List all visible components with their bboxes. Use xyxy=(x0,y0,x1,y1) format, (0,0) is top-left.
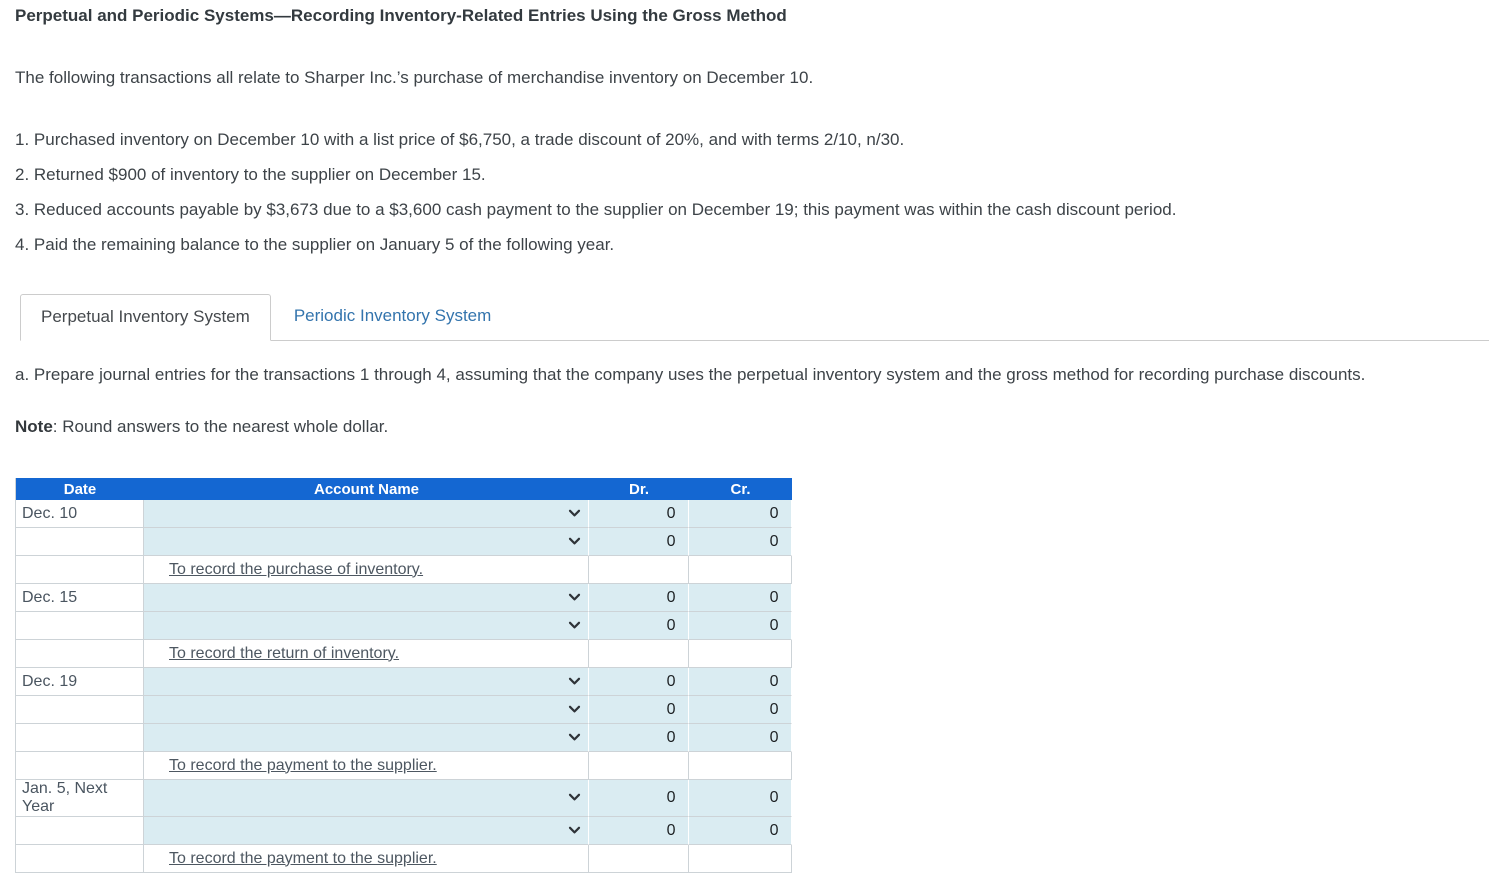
cr-memo-empty-cell xyxy=(689,845,792,873)
date-cell xyxy=(16,817,144,845)
cr-amount-input[interactable]: 0 xyxy=(689,668,792,696)
account-name-select[interactable] xyxy=(144,780,589,817)
col-header-account-name: Account Name xyxy=(144,478,589,500)
cr-amount-input[interactable]: 0 xyxy=(689,500,792,528)
account-name-select[interactable] xyxy=(144,612,589,640)
memo-link[interactable]: To record the payment to the supplier. xyxy=(169,849,437,867)
journal-table-body: Dec. 10 0 0 0 0 To record the purchase o… xyxy=(16,500,792,873)
date-cell: Dec. 15 xyxy=(16,584,144,612)
journal-table: Date Account Name Dr. Cr. Dec. 10 0 0 0 … xyxy=(15,478,792,873)
memo-cell: To record the return of inventory. xyxy=(144,640,589,668)
instruction-text: a. Prepare journal entries for the trans… xyxy=(15,365,1366,384)
chevron-down-icon xyxy=(568,621,581,630)
tab-perpetual-inventory-system[interactable]: Perpetual Inventory System xyxy=(20,294,271,341)
intro-text: The following transactions all relate to… xyxy=(15,68,814,87)
chevron-down-icon xyxy=(568,826,581,835)
dr-amount-input[interactable]: 0 xyxy=(589,500,689,528)
journal-entry-row: Dec. 19 0 0 xyxy=(16,668,792,696)
date-cell xyxy=(16,696,144,724)
account-name-select[interactable] xyxy=(144,724,589,752)
chevron-down-icon xyxy=(568,593,581,602)
journal-memo-row: To record the payment to the supplier. xyxy=(16,752,792,780)
tab-periodic-inventory-system[interactable]: Periodic Inventory System xyxy=(293,306,492,325)
date-cell xyxy=(16,752,144,780)
col-header-dr: Dr. xyxy=(589,478,689,500)
journal-entry-row: 0 0 xyxy=(16,696,792,724)
account-name-select[interactable] xyxy=(144,668,589,696)
cr-amount-input[interactable]: 0 xyxy=(689,696,792,724)
dr-memo-empty-cell xyxy=(589,845,689,873)
chevron-down-icon xyxy=(568,793,581,802)
memo-cell: To record the purchase of inventory. xyxy=(144,556,589,584)
journal-entry-row: Jan. 5, Next Year 0 0 xyxy=(16,780,792,817)
note-text: Note: Round answers to the nearest whole… xyxy=(15,417,389,436)
dr-memo-empty-cell xyxy=(589,556,689,584)
cr-amount-input[interactable]: 0 xyxy=(689,612,792,640)
journal-entry-row: 0 0 xyxy=(16,612,792,640)
dr-amount-input[interactable]: 0 xyxy=(589,780,689,817)
transaction-item-4: 4. Paid the remaining balance to the sup… xyxy=(15,235,615,254)
cr-memo-empty-cell xyxy=(689,556,792,584)
account-name-select[interactable] xyxy=(144,500,589,528)
chevron-down-icon xyxy=(568,509,581,518)
chevron-down-icon xyxy=(568,733,581,742)
date-cell: Dec. 19 xyxy=(16,668,144,696)
cr-amount-input[interactable]: 0 xyxy=(689,724,792,752)
dr-amount-input[interactable]: 0 xyxy=(589,584,689,612)
journal-table-header-row: Date Account Name Dr. Cr. xyxy=(16,478,792,500)
note-label: Note xyxy=(15,417,53,436)
dr-amount-input[interactable]: 0 xyxy=(589,696,689,724)
journal-memo-row: To record the purchase of inventory. xyxy=(16,556,792,584)
account-name-select[interactable] xyxy=(144,817,589,845)
date-cell xyxy=(16,556,144,584)
dr-amount-input[interactable]: 0 xyxy=(589,528,689,556)
chevron-down-icon xyxy=(568,705,581,714)
journal-entry-row: 0 0 xyxy=(16,528,792,556)
memo-cell: To record the payment to the supplier. xyxy=(144,752,589,780)
transaction-item-1: 1. Purchased inventory on December 10 wi… xyxy=(15,130,905,149)
memo-link[interactable]: To record the payment to the supplier. xyxy=(169,756,437,774)
journal-entry-row: 0 0 xyxy=(16,724,792,752)
col-header-cr: Cr. xyxy=(689,478,792,500)
account-name-select[interactable] xyxy=(144,528,589,556)
date-cell xyxy=(16,640,144,668)
chevron-down-icon xyxy=(568,677,581,686)
dr-amount-input[interactable]: 0 xyxy=(589,612,689,640)
dr-amount-input[interactable]: 0 xyxy=(589,668,689,696)
account-name-select[interactable] xyxy=(144,696,589,724)
cr-memo-empty-cell xyxy=(689,640,792,668)
account-name-select[interactable] xyxy=(144,584,589,612)
memo-link[interactable]: To record the purchase of inventory. xyxy=(169,560,424,578)
date-cell: Dec. 10 xyxy=(16,500,144,528)
date-cell xyxy=(16,612,144,640)
cr-memo-empty-cell xyxy=(689,752,792,780)
tab-bar: Perpetual Inventory System Periodic Inve… xyxy=(20,294,1489,341)
page-title: Perpetual and Periodic Systems—Recording… xyxy=(15,6,787,25)
journal-entry-row: 0 0 xyxy=(16,817,792,845)
transaction-item-3: 3. Reduced accounts payable by $3,673 du… xyxy=(15,200,1177,219)
transaction-item-2: 2. Returned $900 of inventory to the sup… xyxy=(15,165,486,184)
dr-memo-empty-cell xyxy=(589,752,689,780)
cr-amount-input[interactable]: 0 xyxy=(689,528,792,556)
transaction-list: 1. Purchased inventory on December 10 wi… xyxy=(15,131,1489,254)
date-cell xyxy=(16,724,144,752)
dr-amount-input[interactable]: 0 xyxy=(589,817,689,845)
journal-memo-row: To record the return of inventory. xyxy=(16,640,792,668)
dr-amount-input[interactable]: 0 xyxy=(589,724,689,752)
date-cell: Jan. 5, Next Year xyxy=(16,780,144,817)
col-header-date: Date xyxy=(16,478,144,500)
dr-memo-empty-cell xyxy=(589,640,689,668)
date-cell xyxy=(16,528,144,556)
date-cell xyxy=(16,845,144,873)
chevron-down-icon xyxy=(568,537,581,546)
journal-memo-row: To record the payment to the supplier. xyxy=(16,845,792,873)
journal-entry-row: Dec. 15 0 0 xyxy=(16,584,792,612)
journal-entry-row: Dec. 10 0 0 xyxy=(16,500,792,528)
cr-amount-input[interactable]: 0 xyxy=(689,780,792,817)
cr-amount-input[interactable]: 0 xyxy=(689,584,792,612)
memo-link[interactable]: To record the return of inventory. xyxy=(169,644,400,662)
memo-cell: To record the payment to the supplier. xyxy=(144,845,589,873)
cr-amount-input[interactable]: 0 xyxy=(689,817,792,845)
